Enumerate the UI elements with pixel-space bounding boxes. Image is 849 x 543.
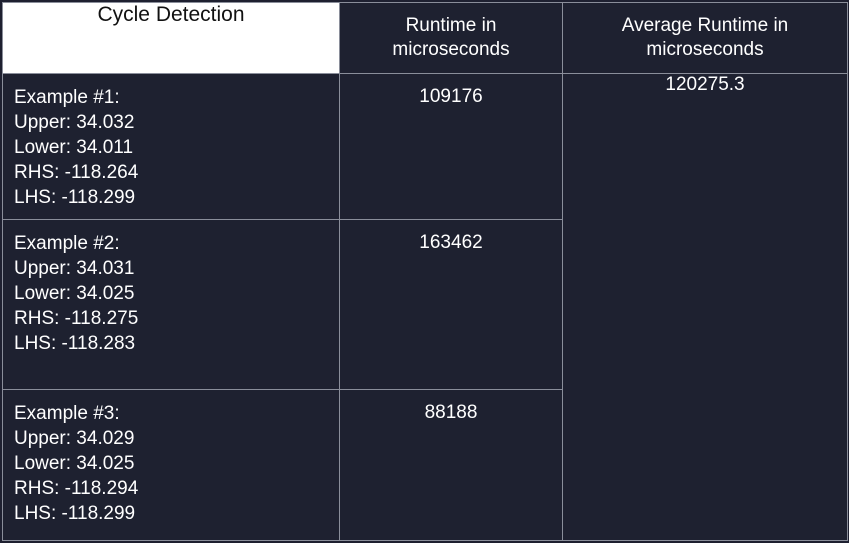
runtime-header-line2: microseconds	[392, 39, 510, 60]
example-lower: Lower: 34.025	[14, 453, 135, 474]
example-upper: Upper: 34.031	[14, 258, 135, 279]
average-header-line1: Average Runtime in	[621, 15, 789, 36]
example-label: Example #1:	[14, 87, 120, 108]
header-row: Cycle Detection Runtime in microseconds …	[2, 2, 848, 74]
average-header-line2: microseconds	[646, 39, 764, 60]
example-lower: Lower: 34.025	[14, 283, 135, 304]
table-title: Cycle Detection	[2, 2, 340, 74]
example-3-cell: Example #3: Upper: 34.029 Lower: 34.025 …	[2, 389, 340, 541]
example-label: Example #3:	[14, 403, 120, 424]
example-lhs: LHS: -118.299	[14, 187, 136, 208]
example-rhs: RHS: -118.264	[14, 162, 139, 183]
runtime-column-header: Runtime in microseconds	[339, 2, 563, 74]
example-label: Example #2:	[14, 233, 120, 254]
table-row: Example #1: Upper: 34.032 Lower: 34.011 …	[2, 73, 848, 541]
table-row: Example #2: Upper: 34.031 Lower: 34.025 …	[2, 219, 848, 390]
example-rhs: RHS: -118.275	[14, 308, 139, 329]
example-2-cell: Example #2: Upper: 34.031 Lower: 34.025 …	[2, 219, 340, 390]
runtime-header-line1: Runtime in	[405, 15, 497, 36]
example-rhs: RHS: -118.294	[14, 478, 139, 499]
example-2-runtime: 163462	[339, 219, 563, 390]
table-row: Example #3: Upper: 34.029 Lower: 34.025 …	[2, 389, 848, 541]
example-3-runtime: 88188	[339, 389, 563, 541]
average-runtime-cell: 120275.3	[562, 73, 848, 541]
average-column-header: Average Runtime in microseconds	[562, 2, 848, 74]
example-upper: Upper: 34.032	[14, 112, 135, 133]
example-1-cell: Example #1: Upper: 34.032 Lower: 34.011 …	[2, 73, 340, 220]
example-upper: Upper: 34.029	[14, 428, 135, 449]
example-lower: Lower: 34.011	[14, 137, 134, 158]
example-lhs: LHS: -118.299	[14, 503, 136, 524]
example-1-runtime: 109176	[339, 73, 563, 220]
example-lhs: LHS: -118.283	[14, 333, 136, 354]
